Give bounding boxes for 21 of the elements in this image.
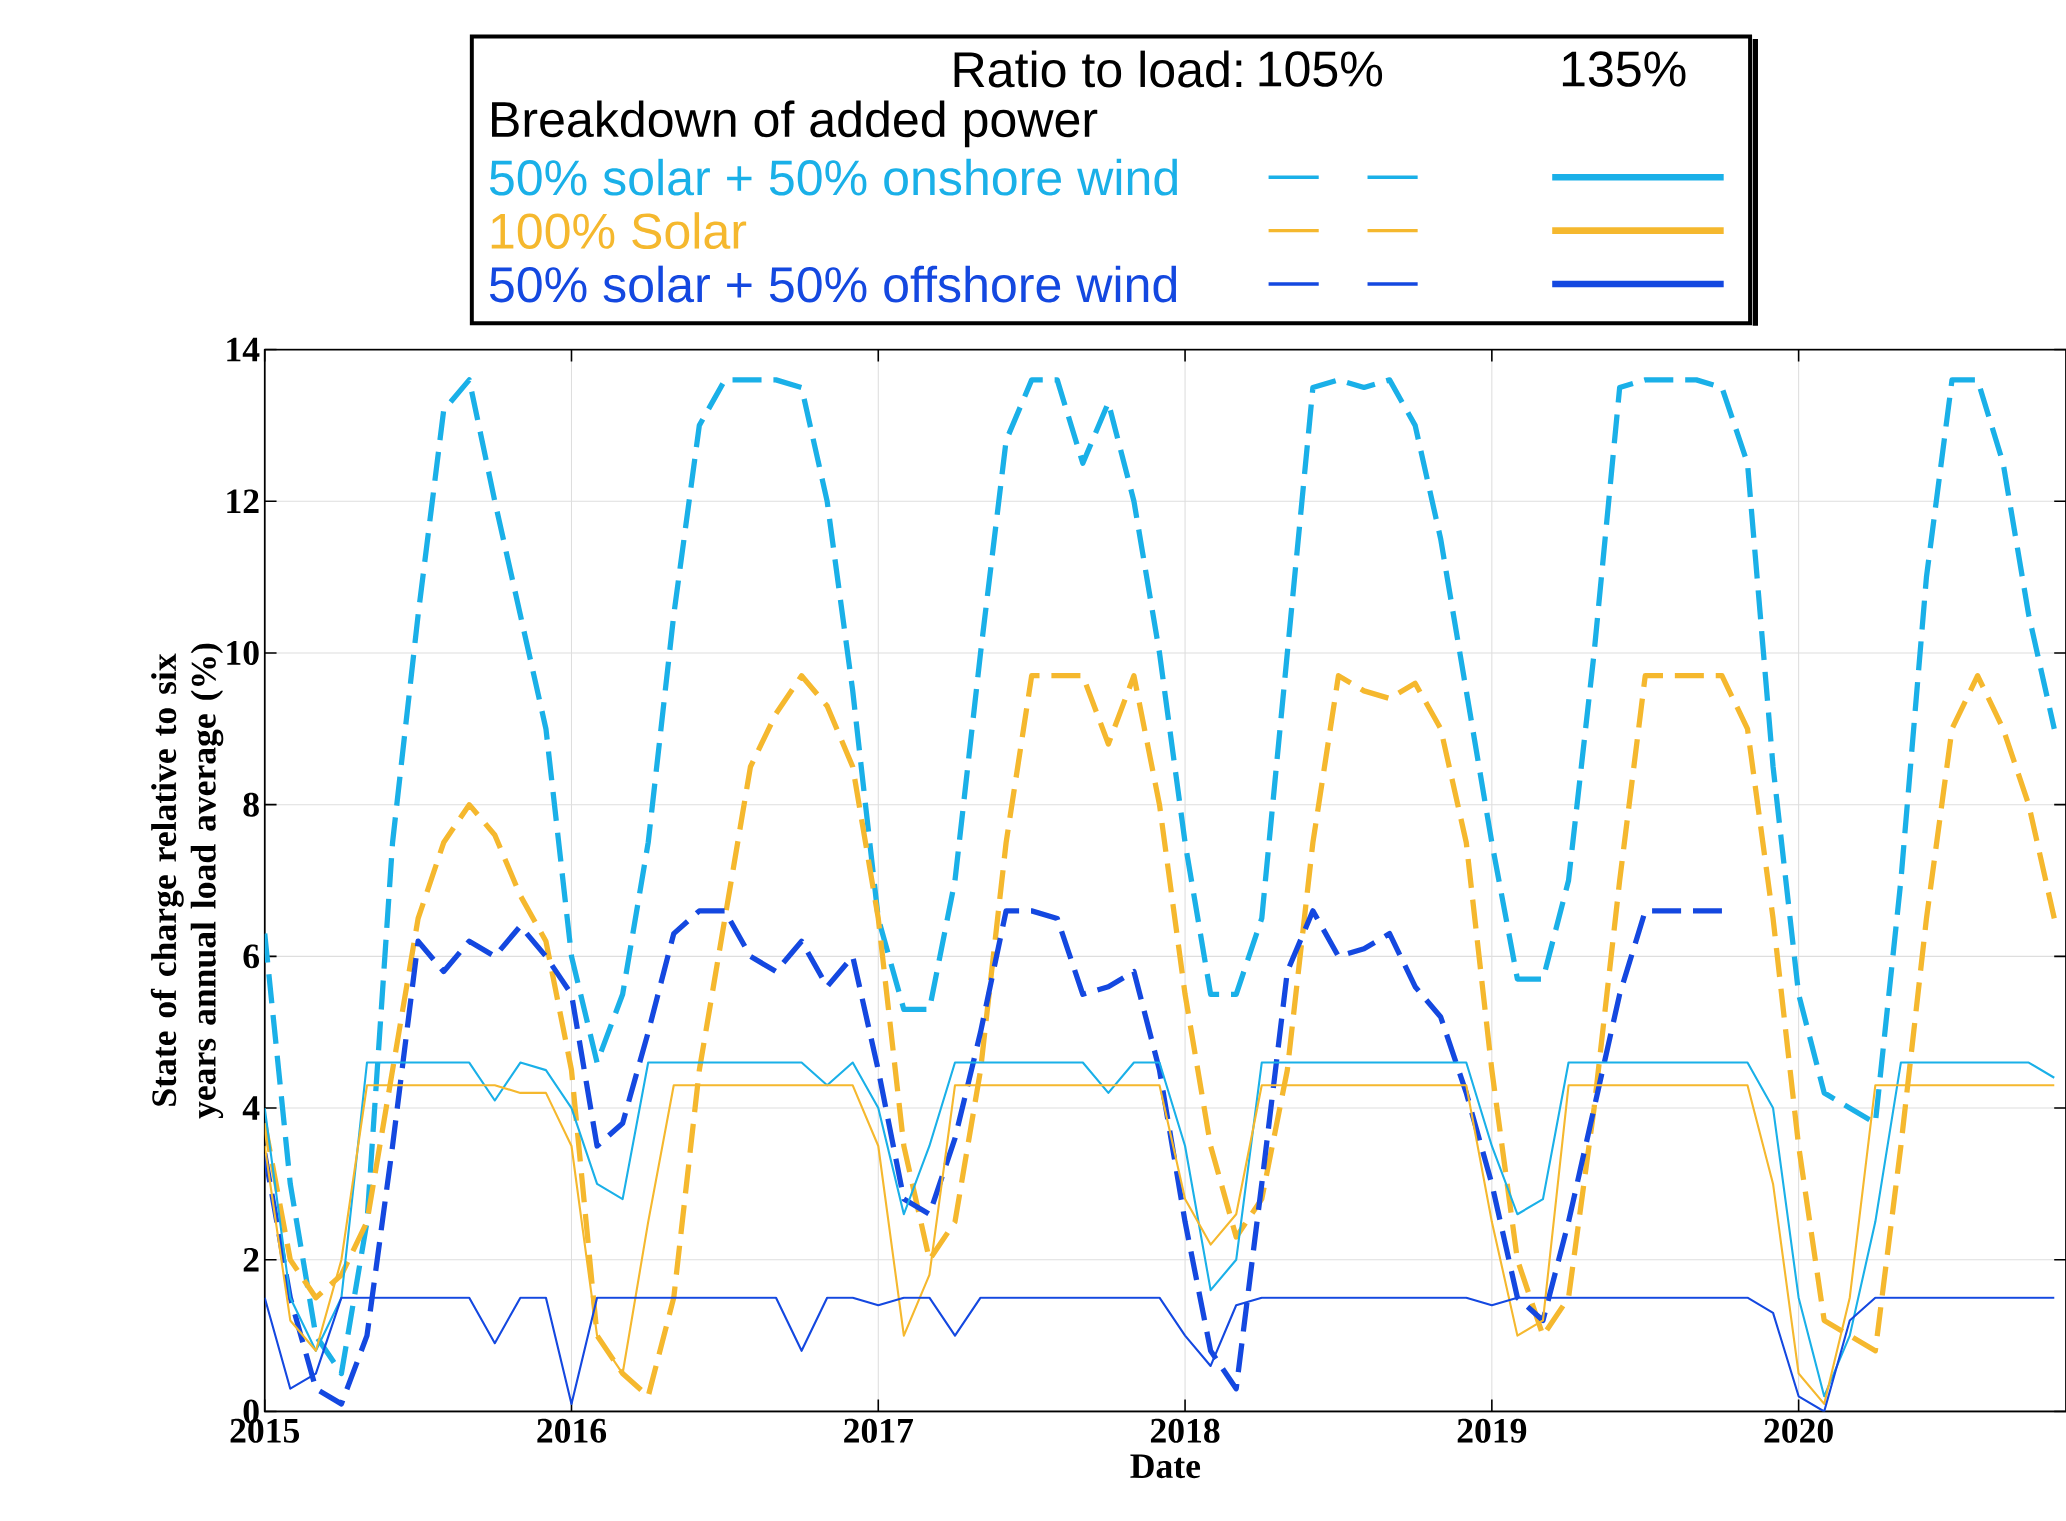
y-tick-label: 8 [243,792,259,817]
x-axis-title: Date [1130,1454,1201,1479]
y-tick-label: 12 [227,489,259,514]
y-tick-label: 4 [242,1096,260,1120]
legend-label: 50% solar + 50% offshore wind [489,265,1177,303]
legend-title: Ratio to load: [954,50,1242,88]
text: 100% Solar [491,212,747,250]
x-tick-label: 2016 [537,1418,607,1443]
x-tick-label: 2017 [844,1418,914,1443]
y-tick-label: 2 [243,1248,259,1272]
x-tick-label: 2020 [1764,1418,1833,1443]
text: Breakdown of added power [492,100,1098,148]
y-tick-label: 10 [227,641,259,666]
legend-label: 50% solar + 50% onshore wind [489,158,1177,196]
y-tick-label: 6 [243,944,260,969]
y-tick-label: 14 [227,337,260,362]
x-tick-label: 2019 [1457,1418,1527,1443]
text: 105% [1259,51,1383,87]
y-axis-title: State of charge relative to six years annual load average (%) [150,643,224,1119]
text: 135% [1562,51,1686,87]
x-tick-label: 2018 [1150,1418,1220,1443]
